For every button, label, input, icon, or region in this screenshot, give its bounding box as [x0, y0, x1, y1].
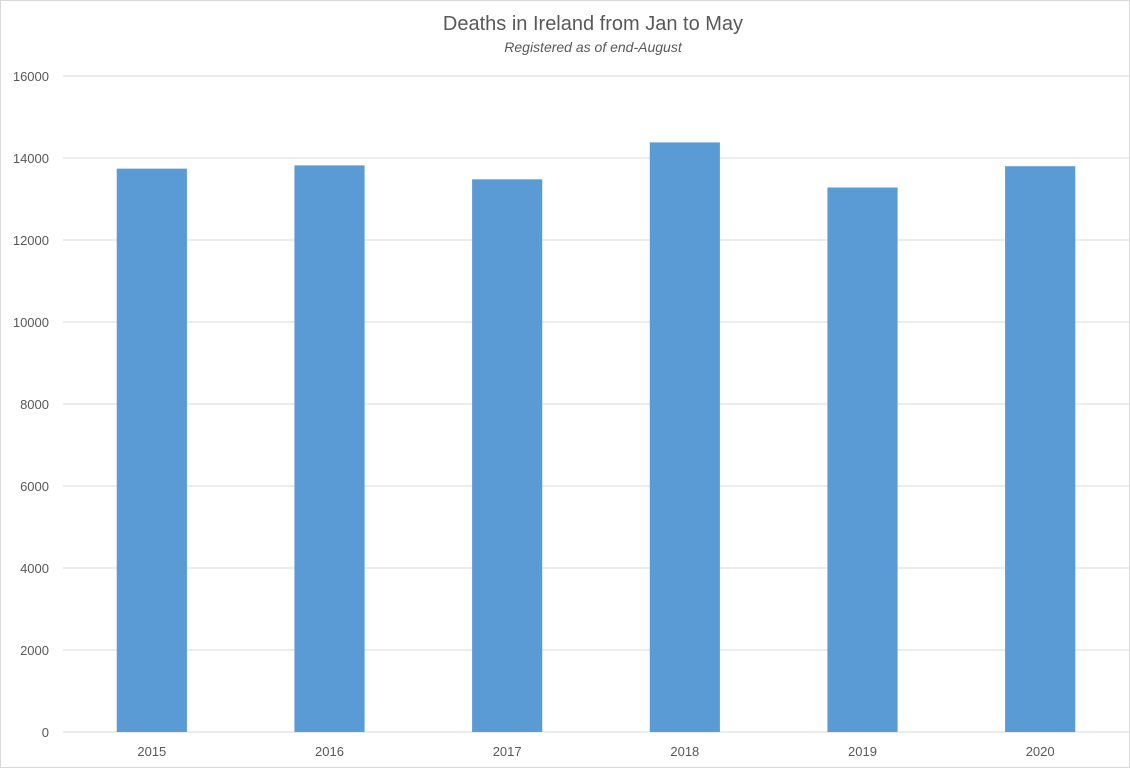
bar-2016 — [294, 165, 365, 732]
bars — [116, 142, 1076, 733]
x-tick-label: 2016 — [315, 744, 344, 759]
y-tick-label: 16000 — [13, 69, 49, 84]
bar-2015 — [116, 168, 187, 732]
gridlines — [63, 75, 1129, 733]
x-tick-label: 2015 — [137, 744, 166, 759]
y-tick-label: 8000 — [20, 397, 49, 412]
chart-title: Deaths in Ireland from Jan to May — [443, 13, 743, 35]
y-tick-label: 10000 — [13, 315, 49, 330]
bar-2017 — [472, 179, 543, 732]
y-tick-label: 0 — [42, 725, 49, 740]
bar-2019 — [827, 187, 898, 732]
x-tick-label: 2018 — [670, 744, 699, 759]
y-tick-label: 2000 — [20, 643, 49, 658]
y-tick-label: 14000 — [13, 151, 49, 166]
x-axis-ticks: 2015 2016 2017 2018 2019 2020 — [137, 744, 1054, 759]
y-axis-ticks: 0 2000 4000 6000 8000 10000 12000 14000 16000 — [13, 69, 49, 740]
y-tick-label: 6000 — [20, 479, 49, 494]
x-tick-label: 2017 — [493, 744, 522, 759]
x-tick-label: 2019 — [848, 744, 877, 759]
y-tick-label: 4000 — [20, 561, 49, 576]
y-tick-label: 12000 — [13, 233, 49, 248]
bar-2018 — [649, 142, 720, 733]
x-tick-label: 2020 — [1026, 744, 1055, 759]
chart-subtitle: Registered as of end-August — [504, 39, 683, 55]
bar-2020 — [1005, 166, 1076, 732]
